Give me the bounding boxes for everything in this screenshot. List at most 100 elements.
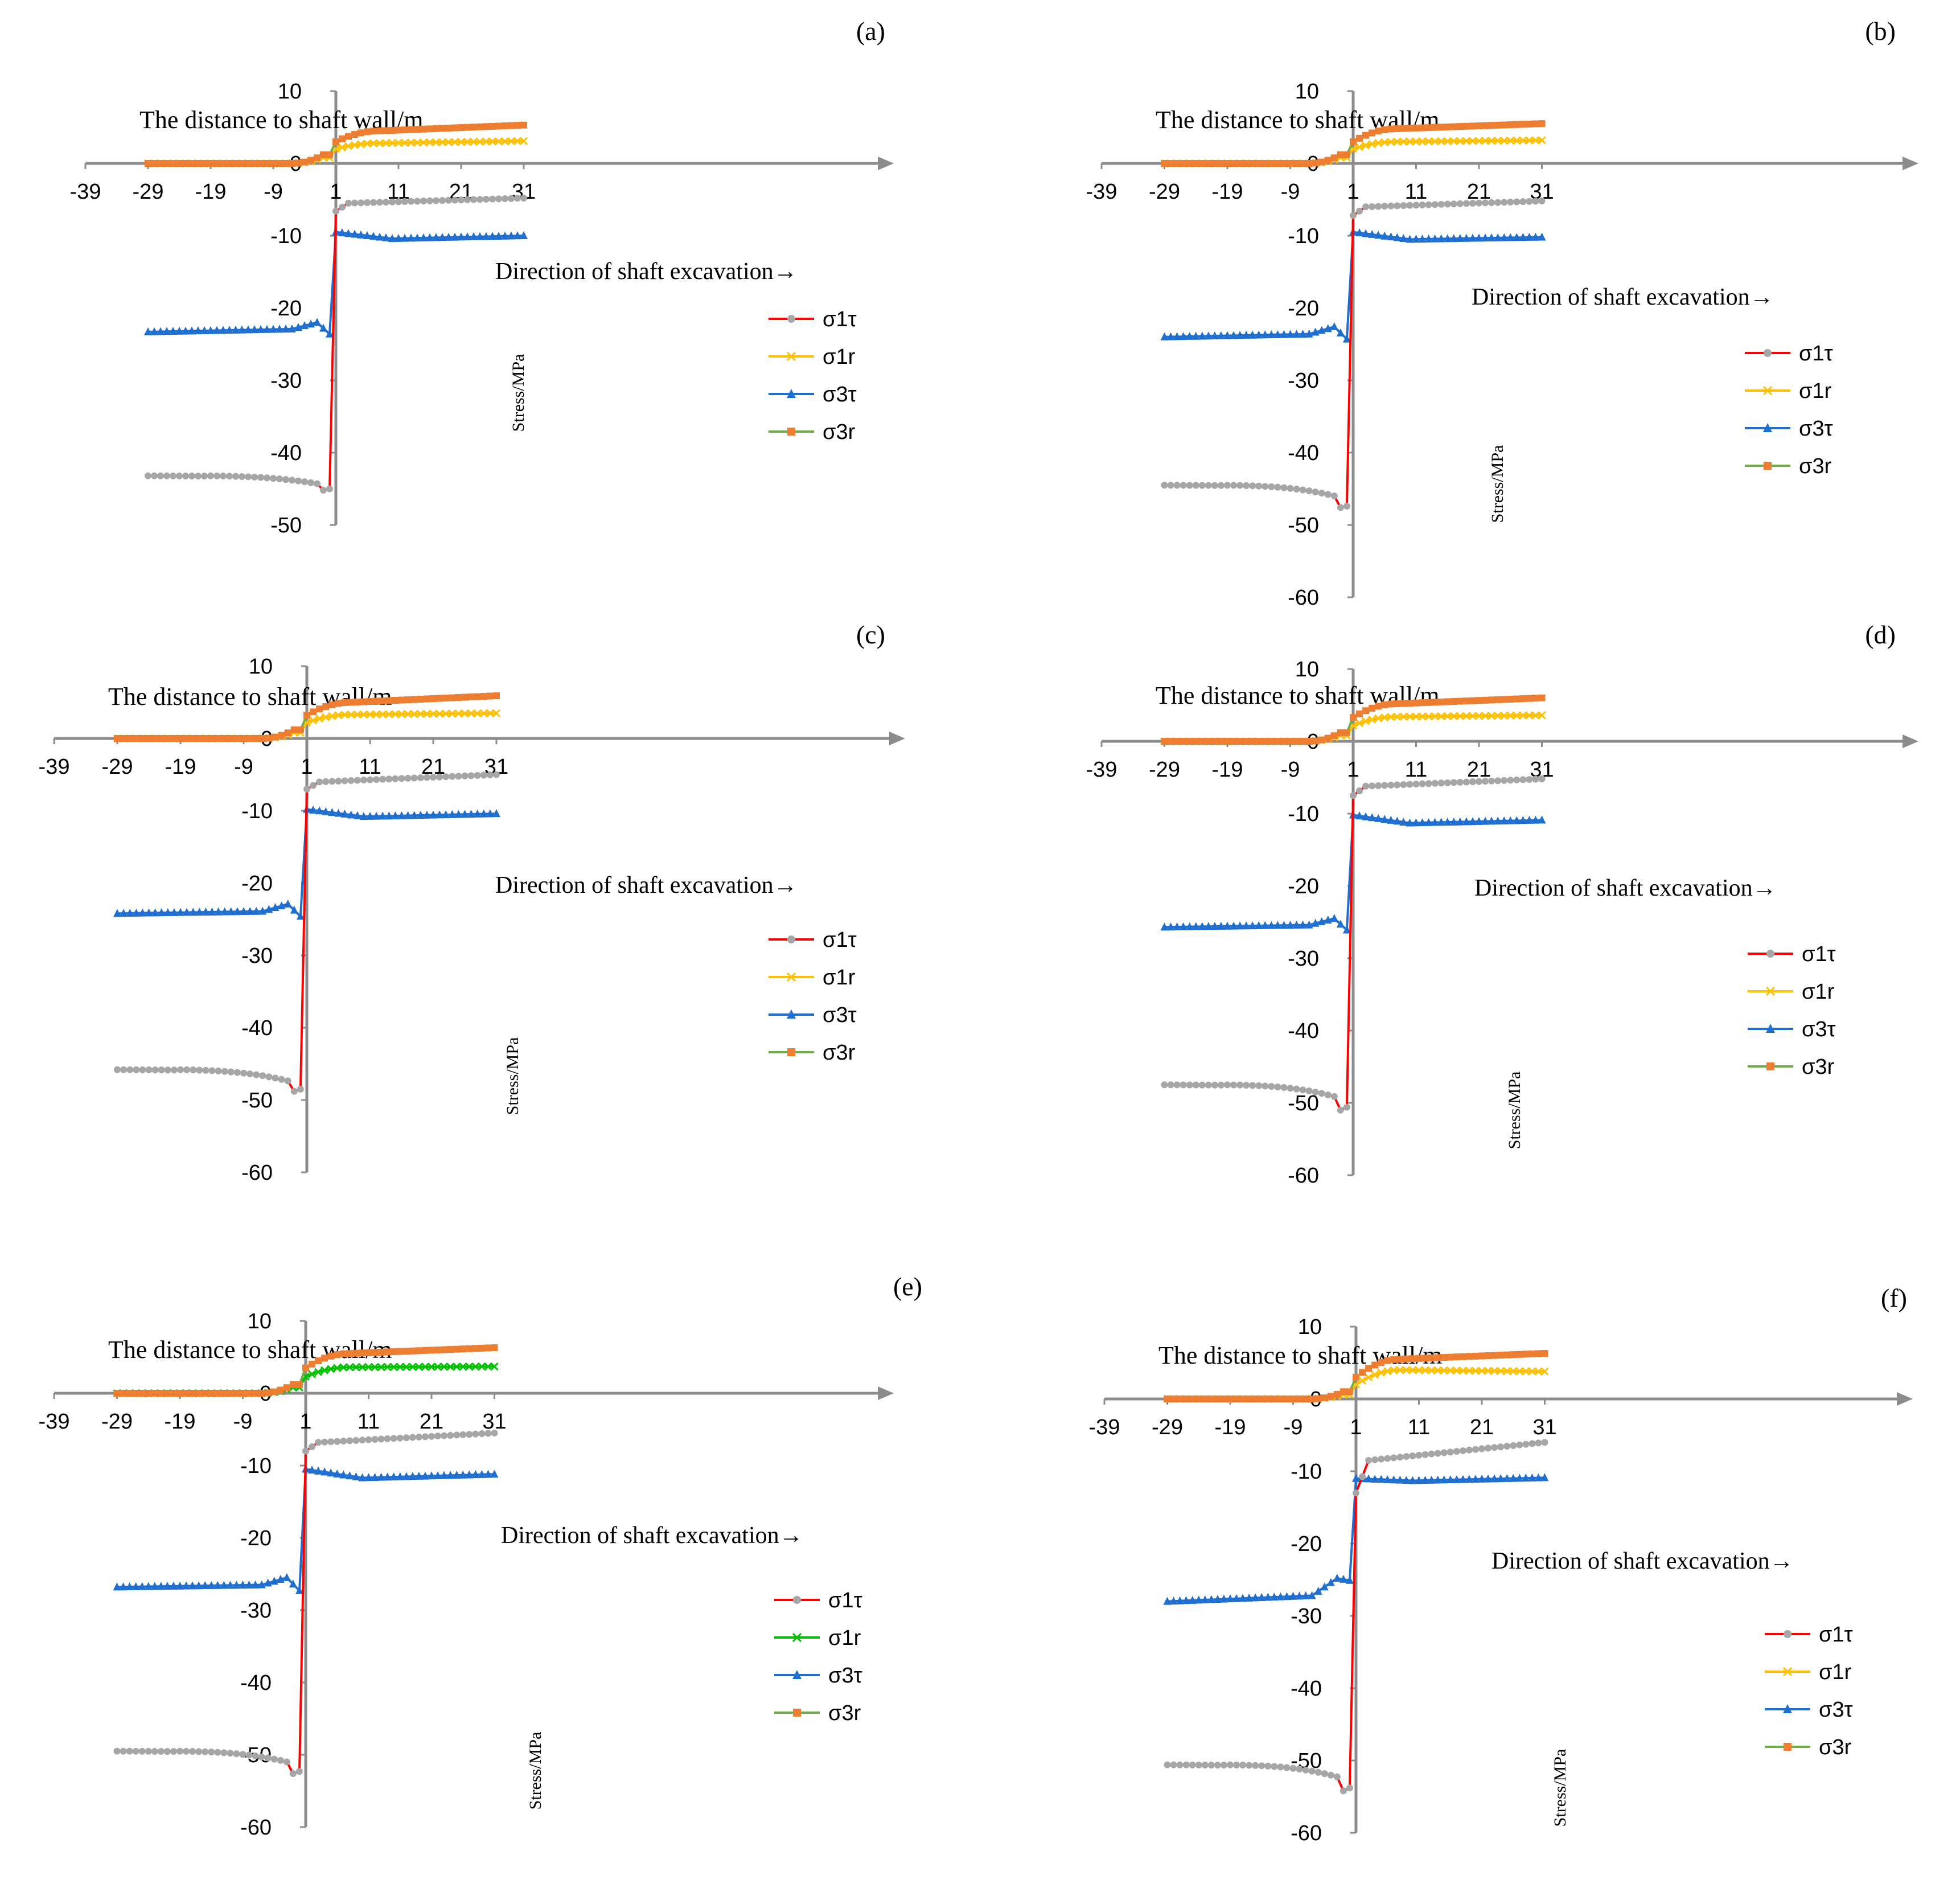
data-point xyxy=(1399,817,1408,826)
data-point xyxy=(406,138,416,147)
x-tick-label: 21 xyxy=(1467,758,1491,782)
chart-panel-b: (b)100-10-20-30-40-50-60-39-29-19-911121… xyxy=(1086,17,1918,610)
data-point xyxy=(238,325,246,334)
data-point xyxy=(1330,732,1338,740)
data-point xyxy=(132,1747,139,1755)
data-point xyxy=(1507,696,1514,703)
data-point xyxy=(1427,1366,1436,1374)
data-point xyxy=(1350,714,1357,721)
x-tick-label: -29 xyxy=(1152,1415,1183,1439)
data-point xyxy=(264,474,270,482)
data-point xyxy=(508,195,515,202)
data-point xyxy=(119,1582,128,1591)
data-point xyxy=(428,1471,435,1480)
data-point xyxy=(1452,1475,1461,1483)
data-point xyxy=(170,1066,178,1074)
data-point xyxy=(1387,125,1395,133)
data-point xyxy=(450,138,459,146)
data-point xyxy=(1314,1586,1322,1595)
data-point xyxy=(1471,1366,1480,1375)
data-point xyxy=(474,693,481,700)
data-point xyxy=(183,1390,190,1397)
data-point xyxy=(1415,1355,1423,1362)
data-point xyxy=(1289,1591,1297,1600)
data-point xyxy=(358,199,364,207)
data-point xyxy=(163,160,170,167)
data-point xyxy=(408,1363,417,1371)
data-point xyxy=(1394,125,1401,133)
legend-label: σ3τ xyxy=(1802,1017,1836,1041)
data-point xyxy=(265,1073,273,1081)
data-point xyxy=(1245,1593,1254,1602)
data-point xyxy=(1437,124,1445,131)
data-point xyxy=(396,1348,404,1355)
data-point xyxy=(1444,200,1451,208)
data-point xyxy=(381,139,391,147)
data-point xyxy=(1503,1367,1511,1376)
data-point xyxy=(190,735,197,742)
data-point xyxy=(120,1390,127,1397)
data-point xyxy=(436,695,443,702)
data-point xyxy=(340,1350,347,1357)
data-point xyxy=(1522,1351,1530,1358)
data-point xyxy=(1394,202,1401,210)
data-point xyxy=(1375,128,1382,135)
y-tick-label: -40 xyxy=(270,441,302,465)
data-point xyxy=(421,1433,429,1441)
data-point xyxy=(414,126,421,133)
data-point xyxy=(1468,233,1477,242)
data-point xyxy=(163,1748,171,1755)
data-point xyxy=(1267,330,1276,339)
data-point xyxy=(264,1754,272,1762)
data-point xyxy=(334,711,343,720)
data-point xyxy=(132,908,141,917)
data-point xyxy=(363,231,371,239)
y-tick-label: -30 xyxy=(1288,369,1319,393)
data-point xyxy=(1393,816,1402,825)
data-point xyxy=(408,1472,417,1480)
data-point xyxy=(1230,1081,1238,1089)
data-point xyxy=(1236,1081,1244,1089)
x-axis-arrow xyxy=(1903,734,1918,748)
data-point xyxy=(1312,488,1319,495)
legend-label: σ1r xyxy=(823,345,856,369)
data-point xyxy=(1186,1081,1193,1089)
data-point xyxy=(1526,198,1533,205)
data-point xyxy=(145,1747,152,1755)
data-point xyxy=(1198,160,1206,167)
data-point xyxy=(390,1435,397,1442)
data-point xyxy=(379,710,387,719)
data-point xyxy=(309,1360,316,1368)
data-point xyxy=(1353,1373,1359,1381)
data-point xyxy=(1449,137,1458,145)
x-tick-label: 1 xyxy=(1347,758,1359,782)
data-point xyxy=(1176,1396,1184,1402)
data-point xyxy=(1350,138,1357,145)
data-point xyxy=(295,1586,303,1594)
data-point xyxy=(1399,137,1408,146)
data-point xyxy=(1452,1366,1461,1375)
data-point xyxy=(1513,816,1521,824)
legend-entry-s3t: σ3τ xyxy=(769,1003,857,1027)
data-point xyxy=(1425,780,1432,787)
data-point xyxy=(1180,482,1187,489)
data-point xyxy=(1459,1353,1466,1360)
data-point xyxy=(1481,816,1490,825)
data-point xyxy=(360,777,367,784)
data-point xyxy=(520,231,528,239)
data-point xyxy=(414,1471,423,1480)
data-point xyxy=(495,231,503,240)
data-point xyxy=(404,696,412,704)
data-point xyxy=(1425,201,1432,208)
data-point xyxy=(1230,738,1238,745)
data-point xyxy=(1449,817,1458,826)
data-point xyxy=(289,160,295,167)
data-point xyxy=(1243,482,1250,489)
data-point xyxy=(310,782,317,789)
data-point xyxy=(457,232,465,241)
data-point xyxy=(1488,712,1496,720)
data-point xyxy=(1312,1089,1319,1096)
data-point xyxy=(1311,918,1320,927)
data-point xyxy=(1287,485,1294,492)
data-point xyxy=(314,1368,323,1376)
